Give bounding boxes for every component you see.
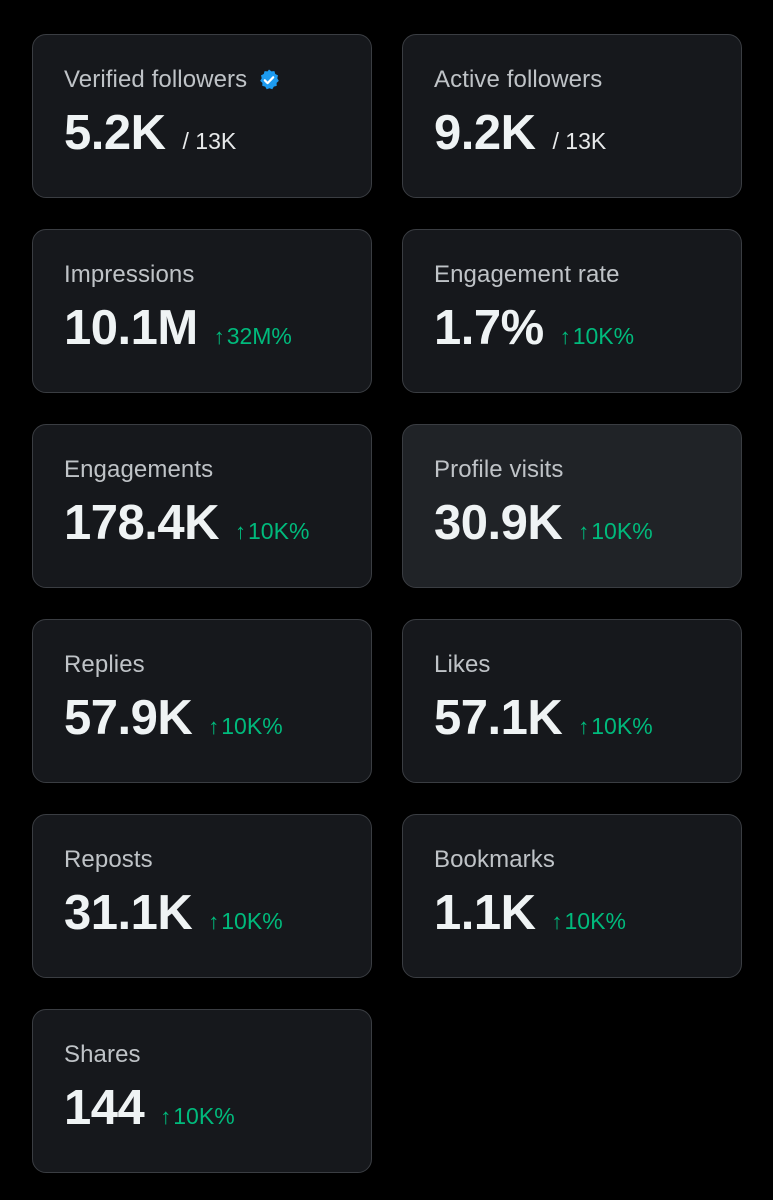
stat-card-shares[interactable]: Shares 144 ↑ 10K% bbox=[32, 1009, 372, 1173]
arrow-up-icon: ↑ bbox=[578, 519, 590, 544]
arrow-up-icon: ↑ bbox=[559, 324, 571, 349]
stat-change-value: 10K% bbox=[221, 908, 283, 934]
stat-change-value: 10K% bbox=[221, 713, 283, 739]
stat-card-reposts[interactable]: Reposts 31.1K ↑ 10K% bbox=[32, 814, 372, 978]
stat-label: Likes bbox=[434, 651, 491, 678]
stat-value: 30.9K bbox=[434, 496, 563, 550]
stat-card-replies[interactable]: Replies 57.9K ↑ 10K% bbox=[32, 619, 372, 783]
stat-value: 144 bbox=[64, 1081, 145, 1135]
arrow-up-icon: ↑ bbox=[235, 519, 247, 544]
stat-change-value: 10K% bbox=[591, 518, 653, 544]
stat-total: / 13K bbox=[552, 128, 607, 154]
stat-value: 9.2K bbox=[434, 106, 536, 160]
stat-card-engagements[interactable]: Engagements 178.4K ↑ 10K% bbox=[32, 424, 372, 588]
stat-value: 1.7% bbox=[434, 301, 544, 355]
stat-card-profile-visits[interactable]: Profile visits 30.9K ↑ 10K% bbox=[402, 424, 742, 588]
stat-total: / 13K bbox=[182, 128, 237, 154]
stat-label: Impressions bbox=[64, 261, 195, 288]
stat-value: 10.1M bbox=[64, 301, 198, 355]
stat-value: 1.1K bbox=[434, 886, 536, 940]
stat-label: Active followers bbox=[434, 66, 603, 93]
stat-change: ↑ 10K% bbox=[578, 518, 652, 545]
stat-card-engagement-rate[interactable]: Engagement rate 1.7% ↑ 10K% bbox=[402, 229, 742, 393]
stat-change-value: 10K% bbox=[564, 908, 626, 934]
arrow-up-icon: ↑ bbox=[213, 324, 225, 349]
arrow-up-icon: ↑ bbox=[160, 1104, 172, 1129]
stat-card-impressions[interactable]: Impressions 10.1M ↑ 32M% bbox=[32, 229, 372, 393]
stat-value: 178.4K bbox=[64, 496, 220, 550]
stat-change-value: 10K% bbox=[572, 323, 635, 349]
stat-change: ↑ 10K% bbox=[552, 908, 626, 935]
stat-label: Engagement rate bbox=[434, 261, 620, 288]
stat-change: ↑ 10K% bbox=[560, 323, 634, 350]
stat-change: ↑ 10K% bbox=[578, 713, 652, 740]
stat-change: ↑ 10K% bbox=[160, 1103, 234, 1130]
arrow-up-icon: ↑ bbox=[578, 714, 590, 739]
stat-change: ↑ 10K% bbox=[235, 518, 309, 545]
stat-card-verified-followers[interactable]: Verified followers 5.2K / 13K bbox=[32, 34, 372, 198]
stat-label: Shares bbox=[64, 1041, 141, 1068]
stat-value: 57.1K bbox=[434, 691, 563, 745]
stat-value: 31.1K bbox=[64, 886, 193, 940]
stat-change-value: 10K% bbox=[248, 518, 310, 544]
stat-change-value: 10K% bbox=[591, 713, 653, 739]
stat-card-likes[interactable]: Likes 57.1K ↑ 10K% bbox=[402, 619, 742, 783]
arrow-up-icon: ↑ bbox=[208, 714, 220, 739]
arrow-up-icon: ↑ bbox=[551, 909, 563, 934]
verified-badge-icon bbox=[257, 68, 281, 92]
stat-label: Reposts bbox=[64, 846, 153, 873]
stat-change: ↑ 10K% bbox=[208, 713, 282, 740]
stat-value: 57.9K bbox=[64, 691, 193, 745]
stat-change: ↑ 10K% bbox=[208, 908, 282, 935]
stat-label: Bookmarks bbox=[434, 846, 555, 873]
stat-label: Replies bbox=[64, 651, 145, 678]
stat-label: Profile visits bbox=[434, 456, 564, 483]
stat-label: Verified followers bbox=[64, 66, 248, 93]
stat-value: 5.2K bbox=[64, 106, 166, 160]
stats-grid: Verified followers 5.2K / 13K Active fol… bbox=[32, 34, 742, 1173]
arrow-up-icon: ↑ bbox=[208, 909, 220, 934]
stat-label: Engagements bbox=[64, 456, 214, 483]
stat-change-value: 32M% bbox=[226, 323, 292, 349]
stat-change-value: 10K% bbox=[173, 1103, 235, 1129]
stat-card-active-followers[interactable]: Active followers 9.2K / 13K bbox=[402, 34, 742, 198]
stat-card-bookmarks[interactable]: Bookmarks 1.1K ↑ 10K% bbox=[402, 814, 742, 978]
stat-change: ↑ 32M% bbox=[214, 323, 292, 350]
